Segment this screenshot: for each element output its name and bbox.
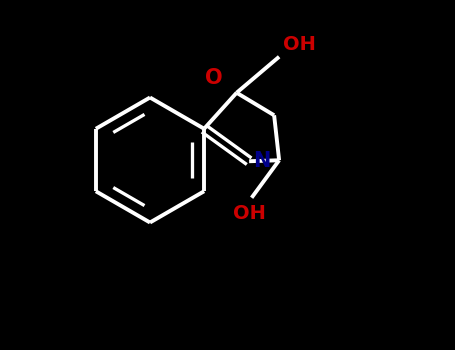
- Text: OH: OH: [233, 204, 266, 223]
- Text: N: N: [253, 151, 271, 171]
- Text: OH: OH: [283, 35, 316, 54]
- Text: O: O: [205, 68, 222, 88]
